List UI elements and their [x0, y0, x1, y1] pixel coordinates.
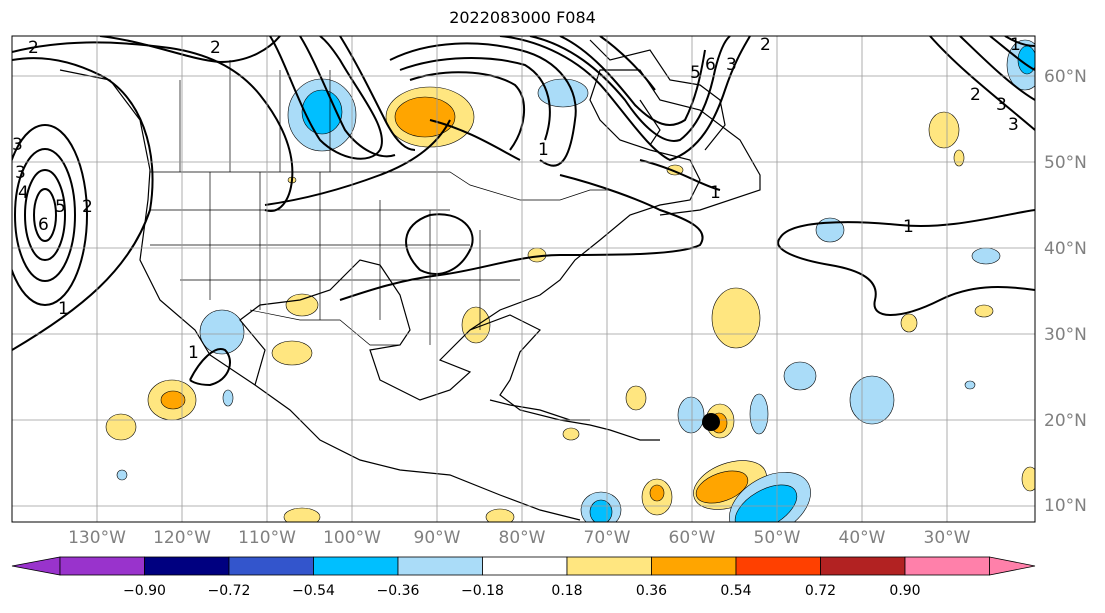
colorbar-tick-label: −0.90 — [123, 583, 166, 599]
lat-label: 10°N — [1044, 496, 1087, 516]
colorbar-segment — [566, 556, 652, 576]
colorbar-segment — [313, 556, 399, 576]
lat-label: 20°N — [1044, 411, 1087, 431]
political-borders — [150, 60, 610, 346]
lon-label: 80°W — [498, 528, 546, 548]
lon-label: 60°W — [668, 528, 716, 548]
anomaly-shading — [105, 39, 1035, 522]
map-title: 2022083000 F084 — [449, 8, 596, 27]
colorbar-tick-label: 0.90 — [889, 583, 921, 599]
lat-label: 30°N — [1044, 325, 1087, 345]
colorbar-tick-label: 0.72 — [804, 583, 837, 599]
lon-label: 120°W — [153, 528, 211, 548]
colorbar-tick-label: −0.18 — [461, 583, 504, 599]
colorbar-tick-label: −0.54 — [292, 583, 335, 599]
contour-label: 1 — [710, 183, 721, 203]
contour-label: 5 — [690, 63, 701, 83]
colorbar-tick-label: 0.36 — [635, 583, 668, 599]
colorbar-tick-label: 0.18 — [551, 583, 583, 599]
colorbar-segment — [59, 556, 145, 576]
colorbar-tick-label: 0.54 — [720, 583, 752, 599]
colorbar-segment — [735, 556, 821, 576]
contour-label: 3 — [996, 95, 1007, 115]
map-frame — [11, 35, 1036, 523]
colorbar-upper-extension — [989, 556, 1036, 576]
colorbar-segment — [144, 556, 230, 576]
contour-label: 1 — [58, 299, 69, 319]
contour-label: 1 — [1010, 35, 1021, 55]
lat-label: 40°N — [1044, 239, 1087, 259]
contour-label: 1 — [188, 343, 199, 363]
lon-label: 90°W — [413, 528, 461, 548]
contour-label: 3 — [15, 163, 26, 183]
colorbar-lower-extension — [11, 556, 61, 576]
lon-label: 110°W — [238, 528, 296, 548]
contour-label: 3 — [1008, 115, 1019, 135]
colorbar-segment — [904, 556, 990, 576]
colorbar-segment — [651, 556, 737, 576]
colorbar-segment — [228, 556, 314, 576]
colorbar-segment — [397, 556, 483, 576]
lon-label: 50°W — [753, 528, 801, 548]
contour-label: 4 — [18, 183, 29, 203]
lon-label: 70°W — [583, 528, 631, 548]
lon-label: 40°W — [838, 528, 886, 548]
colorbar-tick-label: −0.72 — [207, 583, 251, 599]
colorbar-tick-label: −0.36 — [376, 583, 420, 599]
contour-label: 3 — [12, 135, 23, 155]
lon-label: 100°W — [323, 528, 381, 548]
contour-label: 6 — [705, 55, 716, 75]
contour-label: 2 — [210, 38, 221, 58]
contour-label: 2 — [760, 35, 771, 55]
contour-label: 1 — [903, 217, 914, 237]
lon-label: 30°W — [923, 528, 971, 548]
colorbar-segment — [820, 556, 906, 576]
contour-label: 1 — [538, 140, 549, 160]
gridlines — [12, 36, 1035, 522]
contour-label: 5 — [55, 197, 66, 217]
contour-label: 2 — [82, 197, 93, 217]
storm-center-marker — [702, 413, 720, 431]
lat-label: 50°N — [1044, 153, 1087, 173]
colorbar-segment — [482, 556, 568, 576]
contour-label: 2 — [970, 85, 981, 105]
lon-label: 130°W — [68, 528, 126, 548]
colorbar — [11, 556, 1036, 576]
contour-label: 2 — [28, 38, 39, 58]
contour-label: 6 — [38, 215, 49, 235]
lat-label: 60°N — [1044, 67, 1087, 87]
contour-value-labels: 2 2 3 3 4 5 6 1 1 2 5 6 3 1 2 3 1 1 2 3 — [12, 35, 1021, 363]
contour-label: 3 — [726, 55, 737, 75]
